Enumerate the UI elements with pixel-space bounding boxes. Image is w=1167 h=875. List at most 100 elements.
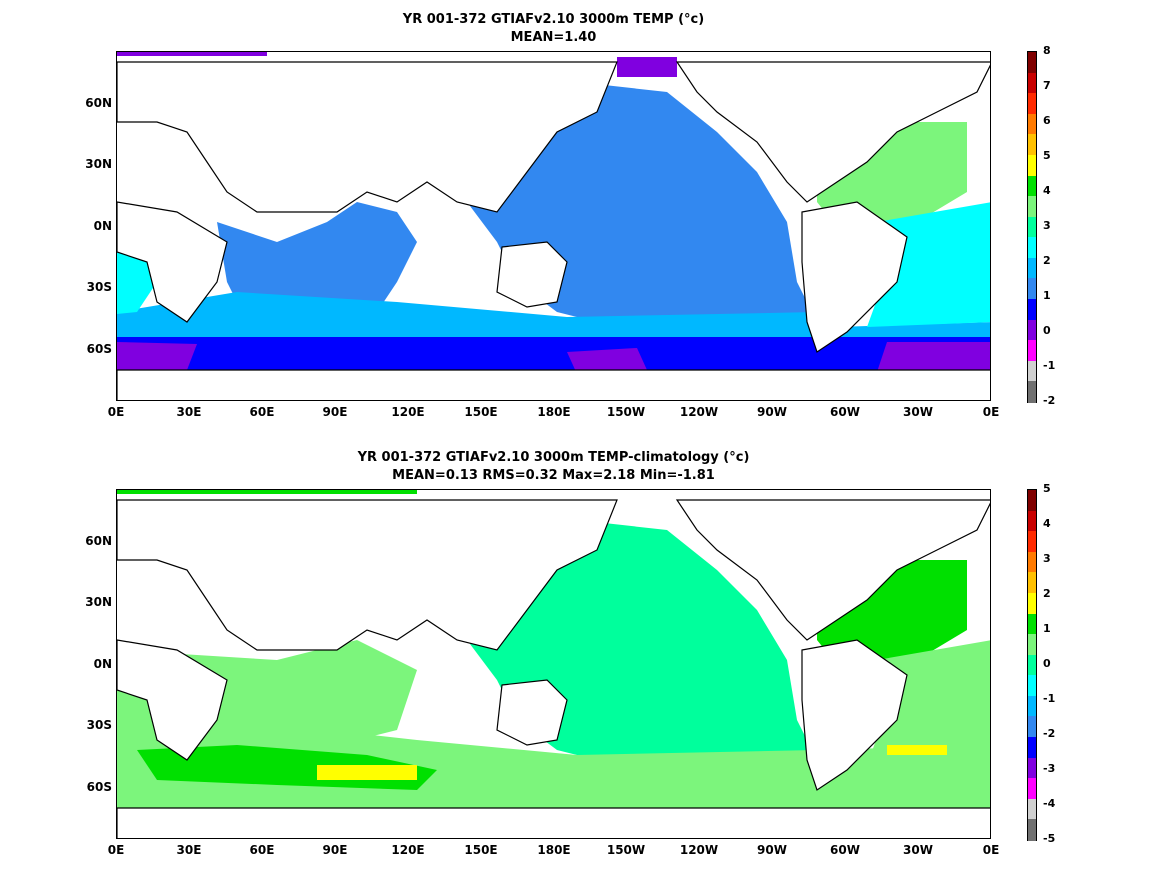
bottom-cbar-label: 1 [1043,622,1051,635]
colorbar-swatch [1028,257,1036,280]
bottom-cbar-label: -5 [1043,832,1056,845]
bottom-cbar-label: 4 [1043,517,1051,530]
bottom-xtick: 90E [322,843,348,857]
bottom-ytick-60s: 60S [86,780,112,794]
top-cbar-label: 8 [1043,44,1051,57]
top-xtick: 90W [757,405,787,419]
bottom-colorbar [1027,489,1037,841]
top-xtick: 0E [982,405,1000,419]
colorbar-swatch [1028,175,1036,197]
top-south-america-land [801,201,908,353]
bottom-cbar-label: 3 [1043,552,1051,565]
colorbar-swatch [1028,134,1036,156]
bottom-xtick: 150E [464,843,498,857]
bottom-hot-spot-atl [887,745,947,755]
top-north-america-land [675,61,990,203]
colorbar-swatch [1028,216,1036,238]
top-cbar-label: 2 [1043,254,1051,267]
colorbar-swatch [1028,340,1036,362]
bottom-cbar-label: 5 [1043,482,1051,495]
bottom-xtick: 90W [757,843,787,857]
colorbar-swatch [1028,613,1036,635]
bottom-cbar-label: 2 [1043,587,1051,600]
top-xtick: 0E [107,405,125,419]
colorbar-swatch [1028,154,1036,177]
top-title-line1: YR 001-372 GTIAFv2.10 3000m TEMP (°c) [402,12,705,27]
bottom-south-america-land [801,639,908,791]
top-ytick-30n: 30N [85,157,112,171]
colorbar-swatch [1028,72,1036,94]
bottom-map-svg [117,490,990,838]
colorbar-swatch [1028,113,1036,136]
colorbar-swatch [1028,52,1036,74]
colorbar-swatch [1028,319,1036,341]
top-ross-fill [567,348,647,374]
bottom-cbar-label: -2 [1043,727,1056,740]
colorbar-swatch [1028,654,1036,676]
bottom-australia-land [496,679,568,746]
bottom-ytick-30n: 30N [85,595,112,609]
top-southern-mid [117,292,990,347]
colorbar-swatch [1028,737,1036,759]
colorbar-swatch [1028,778,1036,800]
top-map-svg [117,52,990,400]
bottom-cbar-label: 0 [1043,657,1051,670]
top-antarctica-land [117,369,990,400]
bottom-africa-land [117,639,228,761]
top-indian-fill [217,202,417,322]
top-xtick: 150W [606,405,646,419]
bottom-ytick-30s: 30S [86,718,112,732]
bottom-xtick: 60E [249,843,275,857]
top-xtick: 150E [464,405,498,419]
bottom-xtick: 0E [107,843,125,857]
top-xtick: 60W [830,405,860,419]
bottom-antarctica-land [117,807,990,838]
top-indian-west-fill [117,342,197,370]
bottom-ytick-0n: 0N [93,657,112,671]
bottom-xtick: 30W [903,843,933,857]
top-ytick-0n: 0N [93,219,112,233]
top-colorbar [1027,51,1037,403]
top-cbar-label: 3 [1043,219,1051,232]
bottom-xtick: 0E [982,843,1000,857]
colorbar-swatch [1028,531,1036,553]
top-xtick: 120W [679,405,719,419]
top-xtick: 60E [249,405,275,419]
top-xtick: 180E [537,405,571,419]
top-xtick: 30W [903,405,933,419]
bottom-xtick: 60W [830,843,860,857]
colorbar-swatch [1028,299,1036,321]
top-xtick: 30E [176,405,202,419]
top-ytick-30s: 30S [86,280,112,294]
colorbar-swatch [1028,196,1036,218]
bottom-north-america-land [675,499,990,641]
colorbar-swatch [1028,551,1036,574]
colorbar-swatch [1028,675,1036,697]
top-weddell-fill [877,342,990,372]
colorbar-swatch [1028,490,1036,512]
top-ytick-60n: 60N [85,96,112,110]
bottom-title-line1: YR 001-372 GTIAFv2.10 3000m TEMP-climato… [357,450,750,465]
top-arctic-fill [617,57,677,77]
top-cbar-label: -1 [1043,359,1056,372]
bottom-xtick: 120W [679,843,719,857]
top-cbar-label: 6 [1043,114,1051,127]
bottom-cbar-label: -4 [1043,797,1056,810]
top-cbar-label: 1 [1043,289,1051,302]
bottom-xtick: 150W [606,843,646,857]
colorbar-swatch [1028,695,1036,718]
top-australia-land [496,241,568,308]
colorbar-swatch [1028,510,1036,532]
colorbar-swatch [1028,819,1036,841]
top-cbar-label: 0 [1043,324,1051,337]
bottom-map [116,489,991,839]
top-arctic-strip [117,52,267,56]
top-eurasia-land [117,61,618,213]
top-cbar-label: -2 [1043,394,1056,407]
bottom-eurasia-land [117,499,618,651]
colorbar-swatch [1028,572,1036,594]
bottom-arctic-strip [117,490,417,494]
top-cbar-label: 5 [1043,149,1051,162]
top-cbar-label: 7 [1043,79,1051,92]
colorbar-swatch [1028,634,1036,656]
